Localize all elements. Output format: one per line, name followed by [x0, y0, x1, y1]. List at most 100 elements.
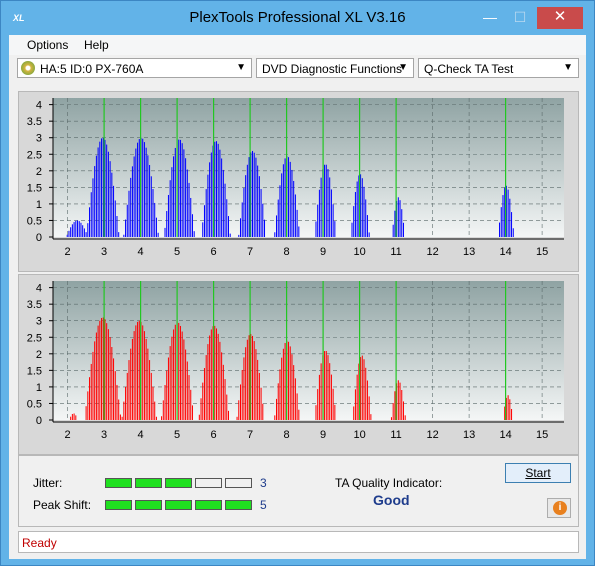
- chart-bar: [94, 341, 96, 420]
- chart-bar: [137, 321, 139, 420]
- chart-bar: [145, 147, 147, 237]
- chart-bar: [167, 194, 169, 237]
- chart-bar: [114, 371, 116, 420]
- chart-bar: [399, 382, 401, 420]
- meter-segment: [225, 478, 252, 488]
- chart-bar: [277, 383, 279, 420]
- menu-options[interactable]: Options: [27, 38, 68, 52]
- chart-bar: [502, 195, 504, 237]
- chart-bar: [147, 155, 149, 237]
- chart-bar: [315, 405, 317, 420]
- chart-bar: [222, 169, 224, 237]
- title-bar[interactable]: XL PlexTools Professional XL V3.16 — ☐ ✕: [1, 1, 594, 35]
- y-tick-label: 3: [36, 133, 42, 145]
- y-tick-label: 3.5: [27, 299, 42, 311]
- chart-bar: [219, 341, 221, 420]
- chart-bar: [291, 169, 293, 237]
- drive-select-value: HA:5 ID:0 PX-760A: [40, 62, 144, 76]
- chart-bar: [185, 158, 187, 237]
- info-button[interactable]: i: [547, 498, 571, 518]
- chart-bar: [131, 166, 133, 237]
- chart-bar: [126, 204, 128, 237]
- chart-bar: [143, 142, 145, 237]
- chart-bar: [330, 189, 332, 237]
- close-button[interactable]: ✕: [537, 7, 583, 29]
- x-tick-label: 12: [426, 246, 438, 258]
- chart-bar: [207, 344, 209, 420]
- chart-bar: [138, 139, 140, 237]
- chart-bar: [169, 180, 171, 237]
- start-button[interactable]: Start: [505, 463, 571, 483]
- chart-bar: [219, 149, 221, 237]
- chart-bar: [356, 374, 358, 420]
- menu-help[interactable]: Help: [84, 38, 109, 52]
- chart-bar: [296, 393, 298, 420]
- client-area: Options Help HA:5 ID:0 PX-760A ▼ DVD Dia…: [9, 35, 586, 559]
- chart-bar: [318, 189, 320, 237]
- chart-bar: [276, 398, 278, 420]
- x-tick-label: 9: [320, 246, 326, 258]
- chart-bar: [113, 185, 115, 237]
- chart-bar: [226, 394, 228, 420]
- x-tick-label: 8: [284, 246, 290, 258]
- chart-bar: [404, 415, 406, 420]
- xl-logo-icon: XL: [13, 13, 25, 23]
- chart-bar: [329, 177, 331, 237]
- x-tick-label: 14: [499, 429, 511, 441]
- chart-bar: [193, 231, 195, 237]
- chart-bar: [150, 372, 152, 420]
- x-tick-label: 13: [463, 246, 475, 258]
- chart-bar: [167, 357, 169, 420]
- chart-bar: [107, 151, 109, 237]
- chart-bar: [133, 331, 135, 420]
- chart-bar: [202, 222, 204, 237]
- chart-bar: [298, 409, 300, 420]
- chart-bar: [260, 189, 262, 237]
- chart-bar: [89, 207, 91, 237]
- minimize-button[interactable]: —: [483, 9, 497, 25]
- chart-bar: [215, 328, 217, 420]
- chart-bar: [191, 214, 193, 237]
- test-select[interactable]: Q-Check TA Test ▼: [418, 58, 579, 78]
- chart-bar: [210, 329, 212, 420]
- chart-bar: [214, 141, 216, 237]
- chart-bar: [276, 215, 278, 237]
- chart-bar: [70, 227, 72, 237]
- chart-bar: [164, 385, 166, 420]
- chart-bar: [107, 329, 109, 420]
- chart-bar: [358, 363, 360, 420]
- menu-help-label: Help: [84, 38, 109, 52]
- chart-bar: [217, 143, 219, 237]
- chart-bar: [324, 351, 326, 420]
- chart-bar: [330, 374, 332, 420]
- maximize-button[interactable]: ☐: [513, 9, 527, 25]
- chart-bar: [509, 198, 511, 237]
- chart-bar: [227, 216, 229, 237]
- chart-bar: [238, 234, 240, 237]
- chart-bar: [161, 416, 163, 420]
- chart-bar: [135, 148, 137, 237]
- chart-bar: [325, 351, 327, 420]
- chart-bar: [317, 389, 319, 420]
- chart-bar: [368, 396, 370, 420]
- chart-bar: [332, 204, 334, 237]
- chart-bar: [95, 155, 97, 237]
- peak-shift-value: 5: [260, 498, 267, 512]
- chart-bar: [188, 375, 190, 420]
- meter-segment: [195, 478, 222, 488]
- y-tick-label: 3.5: [27, 116, 42, 128]
- chart-bar: [164, 227, 166, 237]
- drive-select[interactable]: HA:5 ID:0 PX-760A ▼: [17, 58, 252, 78]
- x-tick-label: 4: [138, 246, 144, 258]
- chart-bar: [145, 338, 147, 420]
- x-tick-label: 7: [247, 246, 253, 258]
- x-tick-label: 10: [353, 246, 365, 258]
- chevron-down-icon: ▼: [236, 62, 246, 73]
- function-select[interactable]: DVD Diagnostic Functions ▼: [256, 58, 414, 78]
- menu-options-label: Options: [27, 38, 69, 52]
- chart-bar: [87, 223, 89, 237]
- chart-bar: [186, 361, 188, 420]
- chart-bar: [366, 380, 368, 420]
- chart-bar: [397, 197, 399, 237]
- y-tick-label: 3: [36, 316, 42, 328]
